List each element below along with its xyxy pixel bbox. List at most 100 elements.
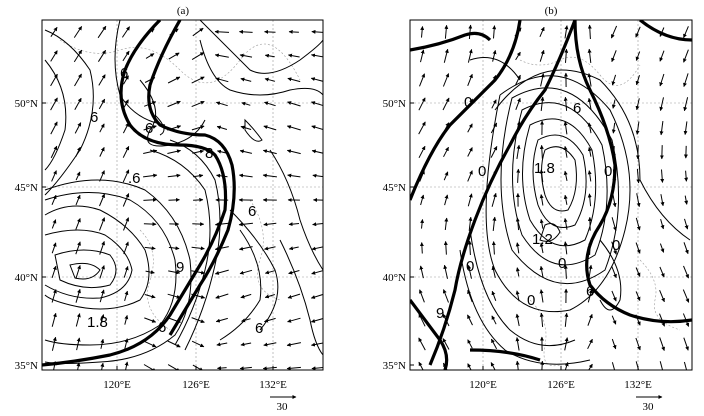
wind-vector-arrow <box>287 317 301 323</box>
wind-vector-arrow <box>286 366 301 370</box>
wind-vector-arrow <box>75 171 81 181</box>
contour-label: 0 <box>478 163 486 180</box>
wind-vector-arrow <box>515 360 520 370</box>
wind-vector-arrow <box>124 290 129 302</box>
wind-vector-arrow <box>74 122 82 134</box>
wind-vector-arrow <box>683 97 689 112</box>
wind-vector-arrow <box>214 246 229 251</box>
wind-vector-arrow <box>100 314 105 326</box>
wind-vector-arrow <box>587 170 592 182</box>
contour-label: 6 <box>248 203 256 220</box>
wind-vector-arrow <box>167 100 181 108</box>
wind-vector-arrow <box>50 145 58 159</box>
wind-vector-arrow <box>264 270 275 275</box>
wind-vector-arrow <box>442 338 450 350</box>
wind-vector-arrow <box>491 315 497 325</box>
wind-vector-arrow <box>683 73 689 87</box>
lat-tick-label: 45°N <box>383 182 406 194</box>
contour-label: 6 <box>145 120 153 137</box>
wind-vector-arrow <box>99 217 106 231</box>
wind-vector-arrow <box>540 96 545 111</box>
contour-label: 8 <box>205 145 213 162</box>
wind-vector-arrow <box>442 73 450 87</box>
wind-vector-arrow <box>612 169 617 183</box>
wind-vector-arrow <box>467 123 473 133</box>
wind-vector-arrow <box>515 267 520 277</box>
wind-vector-arrow <box>264 317 276 323</box>
wind-vector-arrow <box>419 242 424 254</box>
wind-vector-arrow <box>124 315 129 325</box>
wind-vector-arrow <box>611 99 616 109</box>
panel-b-contour-labels: 0 0 9 6 0 1.8 1.2 0 0 6 0 0 <box>436 94 620 322</box>
wind-vector-arrow <box>99 193 105 207</box>
wind-vector-arrow <box>467 73 473 86</box>
wind-vector-arrow <box>515 337 520 351</box>
wind-vector-arrow <box>588 240 593 256</box>
wind-vector-arrow <box>442 313 450 327</box>
contour-label: 0 <box>612 237 620 254</box>
wind-vector-arrow <box>418 361 424 370</box>
wind-vector-arrow <box>312 173 323 178</box>
wind-vector-arrow <box>122 50 130 62</box>
wind-vector-arrow <box>635 314 641 326</box>
wind-vector-arrow <box>539 26 545 38</box>
wind-vector-arrow <box>612 193 617 208</box>
wind-vector-arrow <box>311 149 323 154</box>
wind-vector-arrow <box>611 338 617 350</box>
wind-vector-arrow <box>420 26 425 38</box>
wind-vector-arrow <box>443 146 449 158</box>
wind-vector-arrow <box>122 193 130 207</box>
panel-a-contour-labels: 6 6 8 6 .6 6 9 1.8 6 6 <box>87 65 263 337</box>
wind-vector-arrow <box>539 49 545 62</box>
wind-vector-arrow <box>659 121 664 136</box>
wind-vector-arrow <box>467 49 473 63</box>
lon-tick-label: 126°E <box>182 379 210 391</box>
wind-vector-arrow <box>98 98 106 110</box>
wind-vector-arrow <box>419 73 426 87</box>
wind-vector-arrow <box>124 361 129 370</box>
wind-vector-arrow <box>241 101 251 106</box>
wind-vector-arrow <box>288 246 299 251</box>
wind-vector-arrow <box>683 337 689 351</box>
wind-vector-arrow <box>683 121 688 135</box>
wind-vector-arrow <box>123 75 129 85</box>
wind-vector-arrow <box>50 50 58 62</box>
wind-vector-arrow <box>98 74 106 86</box>
wind-vector-arrow <box>540 73 545 87</box>
wind-vector-arrow <box>167 364 181 370</box>
contour-label: 1.2 <box>532 231 553 248</box>
lat-tick-label: 45°N <box>15 182 38 194</box>
wind-vector-arrow <box>216 173 228 178</box>
lat-tick-label: 40°N <box>15 272 38 284</box>
wind-vector-arrow <box>50 121 58 135</box>
wind-vector-arrow <box>540 360 545 370</box>
wind-vector-arrow <box>75 241 81 255</box>
wind-vector-arrow <box>143 173 158 178</box>
wind-vector-arrow <box>418 145 426 159</box>
wind-vector-arrow <box>192 27 204 37</box>
wind-vector-arrow <box>539 289 544 303</box>
wind-vector-arrow <box>442 362 448 370</box>
wind-vector-arrow <box>239 149 253 154</box>
wind-vector-arrow <box>442 122 450 134</box>
wind-vector-arrow <box>143 197 157 202</box>
wind-vector-arrow <box>635 242 641 254</box>
wind-vector-arrow <box>310 318 323 323</box>
wind-vector-arrow <box>515 242 520 254</box>
wind-vector-arrow <box>418 313 426 327</box>
wind-vector-arrow <box>124 338 129 350</box>
lat-tick-label: 50°N <box>383 98 406 110</box>
wind-vector-arrow <box>50 26 58 37</box>
contour-label: 6 <box>158 319 166 336</box>
wind-vector-arrow <box>288 222 300 227</box>
wind-vector-arrow <box>99 265 105 279</box>
panel-a-wind-vectors <box>50 25 323 370</box>
wind-vector-arrow <box>588 264 593 279</box>
wind-vector-arrow <box>418 121 426 135</box>
wind-vector-arrow <box>144 317 157 323</box>
wind-vector-arrow <box>467 193 473 207</box>
panel-a-thick-contours <box>42 20 236 367</box>
wind-vector-arrow <box>611 362 617 370</box>
wind-vector-arrow <box>74 73 82 87</box>
wind-vector-arrow <box>51 194 57 205</box>
